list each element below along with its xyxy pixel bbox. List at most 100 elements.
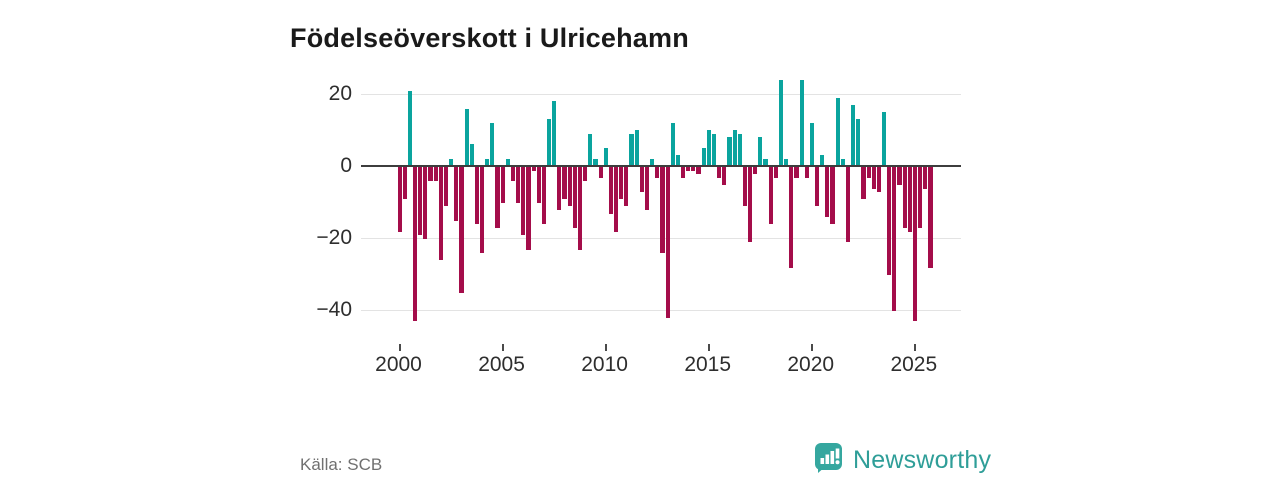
bar-negative — [691, 167, 696, 171]
bar-negative — [753, 167, 758, 175]
bar-negative — [454, 167, 459, 221]
bar-negative — [773, 167, 778, 178]
bar-negative — [794, 167, 799, 178]
bar-negative — [495, 167, 500, 229]
bar-negative — [521, 167, 526, 236]
newsworthy-branding: Newsworthy — [814, 442, 991, 479]
bar-positive — [634, 130, 639, 166]
bar-positive — [809, 122, 814, 166]
bar-negative — [562, 167, 567, 200]
bar-negative — [830, 167, 835, 225]
bar-positive — [588, 133, 593, 166]
bar-negative — [876, 167, 881, 193]
bar-negative — [923, 167, 928, 189]
x-axis-tick-label: 2020 — [787, 353, 835, 376]
x-axis-tick — [913, 344, 916, 351]
bar-negative — [402, 167, 407, 200]
bar-positive — [881, 112, 887, 166]
bar-negative — [717, 167, 722, 178]
y-axis-tick-label: −20 — [316, 225, 352, 249]
bar-positive — [851, 104, 856, 166]
bar-positive — [670, 122, 675, 166]
bar-negative — [907, 167, 912, 232]
bar-positive — [727, 137, 732, 166]
x-axis-tick-label: 2000 — [375, 353, 422, 376]
bar-positive — [469, 144, 474, 166]
bar-negative — [567, 167, 572, 207]
bar-negative — [536, 167, 541, 203]
x-axis-tick — [501, 344, 504, 351]
x-axis-tick-label: 2010 — [581, 353, 628, 376]
bar-positive — [840, 158, 845, 166]
bar-negative — [871, 167, 876, 189]
bar-negative — [866, 167, 871, 178]
bar-negative — [412, 167, 418, 322]
bar-negative — [861, 167, 866, 200]
bar-negative — [789, 167, 794, 268]
bar-positive — [706, 130, 711, 166]
newsworthy-wordmark: Newsworthy — [853, 446, 992, 474]
bar-positive — [784, 158, 789, 166]
bar-negative — [459, 167, 464, 293]
bar-positive — [603, 148, 608, 166]
bar-negative — [655, 167, 660, 178]
bar-negative — [928, 167, 933, 268]
bar-negative — [722, 167, 727, 185]
bar-positive — [629, 133, 634, 166]
bar-positive — [763, 158, 768, 166]
bar-negative — [531, 167, 536, 171]
gridline — [361, 94, 961, 96]
bar-negative — [619, 167, 624, 200]
bar-positive — [505, 158, 510, 166]
bar-negative — [500, 167, 505, 203]
bar-positive — [778, 79, 784, 166]
bar-negative — [613, 167, 619, 232]
x-axis-tick-label: 2005 — [478, 353, 525, 376]
bar-negative — [639, 167, 644, 193]
bar-negative — [572, 167, 577, 229]
bar-negative — [443, 167, 449, 207]
bar-positive — [820, 155, 825, 166]
x-axis-tick-label: 2025 — [890, 353, 938, 376]
bar-negative — [423, 167, 428, 239]
bar-negative — [897, 167, 902, 185]
bar-positive — [758, 137, 763, 166]
bar-negative — [541, 167, 546, 225]
bar-negative — [624, 167, 629, 207]
bar-negative — [825, 167, 830, 218]
bar-positive — [711, 133, 717, 166]
bar-negative — [526, 167, 531, 250]
bar-positive — [799, 79, 804, 166]
bar-positive — [737, 133, 742, 166]
bar-positive — [732, 130, 737, 166]
bar-negative — [516, 167, 521, 203]
bar-negative — [747, 167, 753, 243]
bar-negative — [479, 167, 485, 254]
bar-negative — [665, 167, 670, 318]
bar-positive — [650, 158, 655, 166]
bar-negative — [660, 167, 665, 254]
bar-negative — [583, 167, 588, 182]
bar-positive — [835, 97, 840, 166]
x-axis-tick-label: 2015 — [684, 353, 732, 376]
bar-negative — [577, 167, 583, 250]
bar-negative — [557, 167, 562, 211]
bar-negative — [608, 167, 613, 214]
bar-negative — [696, 167, 701, 175]
bar-negative — [912, 167, 918, 322]
bar-negative — [814, 167, 820, 207]
source-note: Källa: SCB — [300, 455, 383, 474]
bar-negative — [433, 167, 438, 182]
bar-negative — [474, 167, 479, 225]
bar-negative — [918, 167, 923, 229]
bar-negative — [768, 167, 773, 225]
bar-negative — [892, 167, 897, 311]
bar-negative — [397, 167, 402, 232]
page-title: Födelseöverskott i Ulricehamn — [290, 23, 689, 54]
bar-positive — [701, 148, 706, 166]
bar-negative — [598, 167, 603, 178]
y-axis-tick-label: 0 — [340, 154, 352, 177]
bar-positive — [546, 119, 552, 166]
bar-negative — [644, 167, 650, 211]
bar-chart-speech-bubble-icon — [814, 442, 844, 479]
